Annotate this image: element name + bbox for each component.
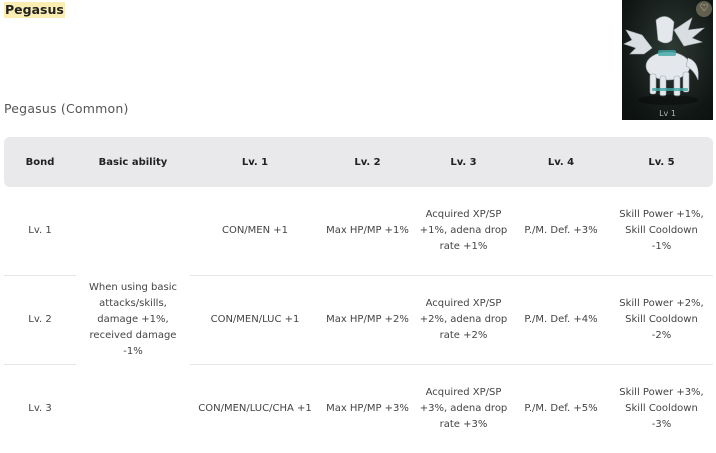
header-lv4: Lv. 4	[512, 137, 610, 187]
pegasus-body	[645, 16, 699, 97]
lv3-cell: Acquired XP/SP +2%, adena drop rate +2%	[415, 275, 512, 365]
lv2-cell: Max HP/MP +2%	[320, 275, 415, 365]
ground-shadow	[638, 95, 698, 105]
lv3-cell: Acquired XP/SP +1%, adena drop rate +1%	[415, 187, 512, 276]
pet-subtitle: Pegasus (Common)	[4, 101, 129, 116]
lv5-cell: Skill Power +2%, Skill Cooldown -2%	[610, 275, 713, 365]
header-lv3: Lv. 3	[415, 137, 512, 187]
page-title: Pegasus	[4, 2, 65, 18]
header-basic-ability: Basic ability	[76, 137, 190, 187]
header-lv1: Lv. 1	[190, 137, 320, 187]
lv2-cell: Max HP/MP +3%	[326, 403, 409, 414]
lv1-cell: CON/MEN/LUC +1	[190, 275, 320, 365]
lv4-cell: P./M. Def. +3%	[512, 187, 610, 276]
lv2-cell: Max HP/MP +1%	[320, 187, 415, 276]
pegasus-image	[623, 16, 705, 105]
table-row: Lv. 2 CON/MEN/LUC +1 Max HP/MP +2% Acqui…	[4, 275, 713, 365]
pegasus-armor	[652, 50, 688, 91]
table-row: Lv. 1 When using basic attacks/skills, d…	[4, 187, 713, 357]
lv5-cell: Skill Power +3%, Skill Cooldown -3%	[619, 387, 704, 430]
bond-cell: Lv. 3	[28, 403, 52, 414]
portrait-level-label: Lv 1	[659, 109, 676, 118]
lv5-cell: Skill Power +1%, Skill Cooldown -1%	[610, 187, 713, 276]
header-lv5: Lv. 5	[610, 137, 713, 187]
bond-cell: Lv. 1	[4, 187, 76, 276]
lv1-cell: CON/MEN +1	[190, 187, 320, 276]
bond-cell: Lv. 2	[4, 275, 76, 365]
bond-table: Bond Basic ability Lv. 1 Lv. 2 Lv. 3 Lv.…	[4, 137, 713, 453]
header-lv2: Lv. 2	[320, 137, 415, 187]
table-row: Lv. 3 CON/MEN/LUC/CHA +1 Max HP/MP +3% A…	[4, 365, 713, 453]
pet-portrait[interactable]: ♡ Lv 1	[622, 0, 713, 120]
pegasus-wings	[623, 17, 705, 55]
basic-ability-cell: When using basic attacks/skills, damage …	[88, 282, 178, 357]
lv1-cell: CON/MEN/LUC/CHA +1	[198, 403, 312, 414]
lv3-cell: Acquired XP/SP +3%, adena drop rate +3%	[419, 387, 508, 430]
lv4-cell: P./M. Def. +4%	[512, 275, 610, 365]
header-bond: Bond	[4, 137, 76, 187]
lv4-cell: P./M. Def. +5%	[524, 403, 598, 414]
heart-icon[interactable]: ♡	[696, 1, 712, 17]
table-header-row: Bond Basic ability Lv. 1 Lv. 2 Lv. 3 Lv.…	[4, 137, 713, 187]
